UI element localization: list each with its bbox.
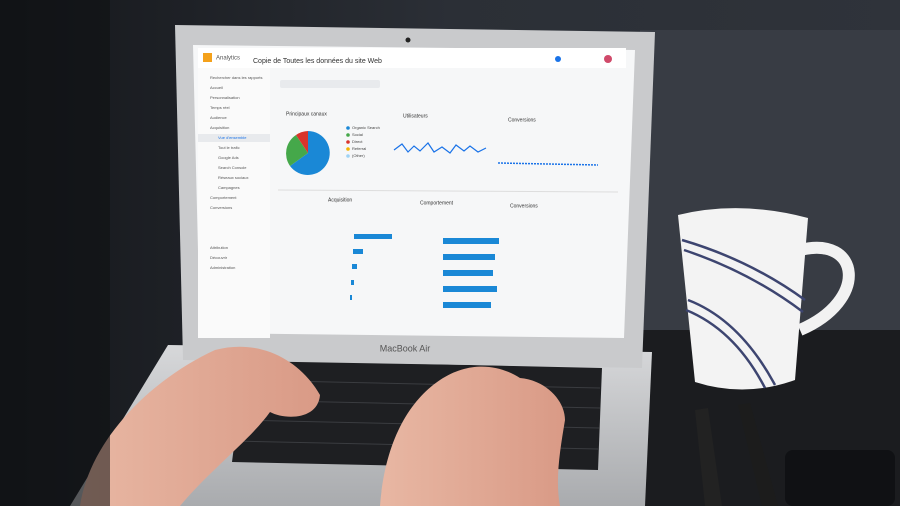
sidebar-item: Découvrir xyxy=(210,255,228,260)
camera xyxy=(405,37,411,43)
pie-slice xyxy=(286,135,308,166)
cup-handle xyxy=(797,241,855,336)
sidebar xyxy=(198,68,270,338)
legend-label: Referral xyxy=(352,146,366,151)
sidebar-item: Attribution xyxy=(210,245,228,250)
card-title: Conversions xyxy=(508,117,536,123)
card-title: Acquisition xyxy=(328,197,352,203)
users-line xyxy=(393,142,487,154)
sidebar-item: Search Console xyxy=(218,165,247,170)
top-bar xyxy=(198,48,626,68)
cup xyxy=(678,208,808,390)
foreground-shadow xyxy=(0,0,110,506)
sidebar-item: Google Ads xyxy=(218,155,239,160)
sidebar-item: Audience xyxy=(210,115,227,120)
cup-stripes xyxy=(681,238,806,389)
sidebar-item: Acquisition xyxy=(210,125,229,130)
model-label: MacBook Air xyxy=(380,343,431,353)
sidebar-item: Temps réel xyxy=(210,105,230,110)
sidebar-item: Accueil xyxy=(210,85,223,90)
legend-label: Direct xyxy=(352,139,363,144)
analytics-ui: Analytics Copie de Toutes les données du… xyxy=(198,48,626,338)
card-title: Conversions xyxy=(510,203,538,209)
left-hand xyxy=(80,346,320,506)
icon xyxy=(555,56,561,62)
pen xyxy=(695,408,722,506)
sidebar-item: Vue d'ensemble xyxy=(218,135,247,140)
legend-label: Organic Search xyxy=(352,125,380,130)
legend-label: (Other) xyxy=(352,153,365,158)
app-name: Analytics xyxy=(216,56,240,62)
logo xyxy=(203,53,212,62)
conversions-line xyxy=(497,162,599,166)
card-title: Comportement xyxy=(420,200,454,206)
sidebar-item: Réseaux sociaux xyxy=(218,175,248,180)
screen xyxy=(193,45,635,338)
segment-chip xyxy=(280,80,380,88)
avatar xyxy=(604,55,612,63)
legend-dot xyxy=(346,147,350,151)
acquisition-bars xyxy=(350,234,499,308)
sidebar-item: Tout le trafic xyxy=(218,145,240,150)
sidebar-item: Campagnes xyxy=(218,185,240,190)
sidebar-item: Rechercher dans les rapports xyxy=(210,75,262,80)
card-title: Principaux canaux xyxy=(286,111,327,117)
legend-dot xyxy=(346,133,350,137)
divider xyxy=(277,189,619,193)
report-title: Copie de Toutes les données du site Web xyxy=(253,58,382,65)
phone xyxy=(785,450,895,506)
legend-dot xyxy=(346,140,350,144)
right-hand xyxy=(380,366,565,506)
sidebar-item: Administration xyxy=(210,265,235,270)
card-title: Utilisateurs xyxy=(403,113,428,119)
pen xyxy=(738,403,778,506)
active-item xyxy=(198,134,270,142)
sidebar-item: Conversions xyxy=(210,205,232,210)
sidebar-item: Personnalisation xyxy=(210,95,240,100)
sidebar-item: Comportement xyxy=(210,195,237,200)
legend-dot xyxy=(346,154,350,158)
legend-label: Social xyxy=(352,132,363,137)
pie-slice xyxy=(290,131,330,175)
legend-dot xyxy=(346,126,350,130)
pie-slice xyxy=(296,131,308,153)
